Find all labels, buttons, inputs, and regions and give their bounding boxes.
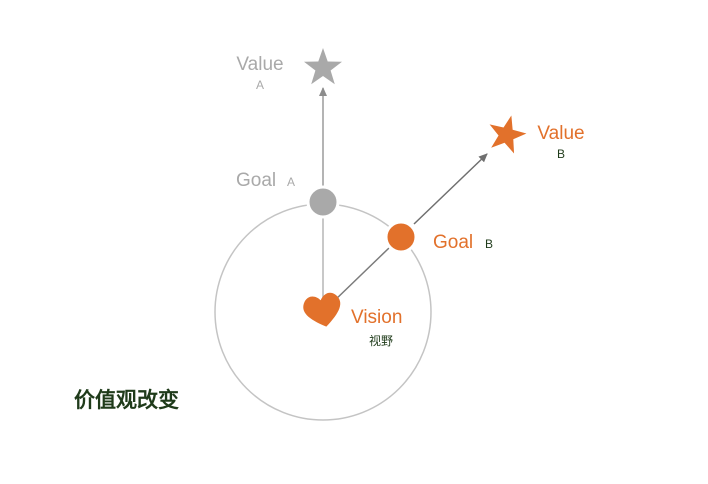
value-a-label: Value (236, 54, 283, 75)
value-b-label: Value (537, 123, 584, 144)
goal-a-sub: A (287, 175, 295, 189)
vision-sub: 视野 (369, 333, 393, 348)
value-b-sub: B (557, 147, 565, 161)
goal-a-label: Goal (236, 170, 276, 191)
goal-a-node (306, 185, 340, 219)
vision-heart-icon (303, 292, 341, 327)
goal-b-to-value-b-arrow (413, 153, 488, 225)
vision-label: Vision (351, 307, 402, 328)
diagram-caption: 价值观改变 (74, 388, 179, 412)
goal-a-dot-icon (306, 185, 340, 219)
goal-b-label: Goal (433, 232, 473, 253)
value-a-star-icon (304, 48, 342, 85)
goal-b-node (384, 220, 418, 254)
value-b-star-icon (489, 115, 527, 154)
vision-to-goal-b-line (331, 247, 390, 304)
goal-b-sub: B (485, 237, 493, 251)
goal-b-dot-icon (384, 220, 418, 254)
value-a-sub: A (256, 78, 264, 92)
